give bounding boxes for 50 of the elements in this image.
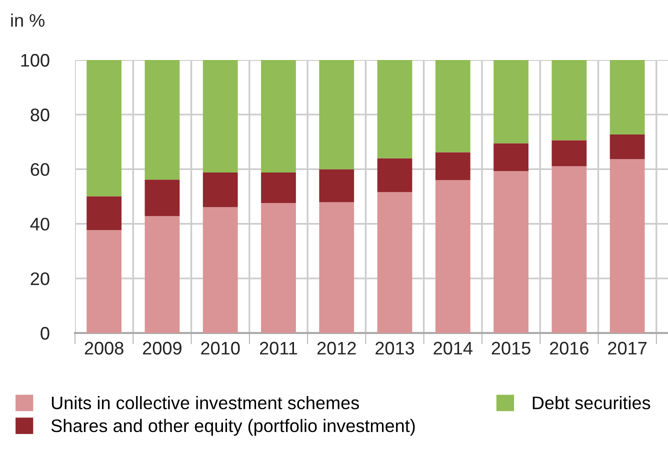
legend-label: Debt securities bbox=[532, 396, 650, 410]
x-tick-label: 2008 bbox=[84, 342, 124, 355]
y-tick-label: 100 bbox=[21, 54, 50, 67]
y-tick-label: 40 bbox=[30, 218, 50, 231]
bar bbox=[377, 192, 412, 333]
bar bbox=[86, 230, 122, 333]
bar bbox=[610, 159, 645, 333]
x-tick-label: 2016 bbox=[550, 342, 588, 355]
bar bbox=[552, 60, 587, 140]
bar bbox=[261, 172, 296, 204]
bar bbox=[494, 143, 528, 172]
x-tick-label: 2014 bbox=[434, 342, 472, 355]
bar bbox=[144, 60, 180, 180]
bar bbox=[86, 60, 122, 196]
y-tick-label: 80 bbox=[30, 108, 50, 122]
bar bbox=[261, 203, 296, 333]
bar bbox=[610, 134, 645, 160]
bar bbox=[144, 180, 180, 216]
bar bbox=[552, 140, 587, 166]
bar bbox=[435, 60, 470, 152]
bar bbox=[319, 169, 354, 202]
x-tick-label: 2010 bbox=[201, 342, 240, 355]
bar bbox=[261, 60, 296, 172]
bar bbox=[435, 180, 470, 333]
bar bbox=[202, 60, 238, 172]
bar bbox=[377, 60, 412, 158]
legend-label: Units in collective investment schemes bbox=[52, 396, 359, 410]
x-tick-label: 2012 bbox=[317, 342, 356, 355]
y-axis-title: in % bbox=[11, 14, 44, 27]
x-tick-label: 2015 bbox=[492, 342, 530, 355]
bar bbox=[552, 166, 587, 333]
bar bbox=[86, 196, 122, 230]
bar bbox=[319, 60, 354, 170]
bar bbox=[377, 158, 412, 192]
bar bbox=[610, 60, 645, 135]
legend-label: Shares and other equity (portfolio investment) bbox=[51, 418, 415, 436]
bar bbox=[319, 202, 354, 333]
bar bbox=[435, 152, 470, 180]
x-tick-label: 2013 bbox=[376, 342, 414, 355]
y-tick-label: 60 bbox=[30, 163, 50, 176]
bar bbox=[144, 216, 180, 333]
x-tick-label: 2011 bbox=[260, 342, 298, 355]
x-tick-label: 2017 bbox=[608, 342, 646, 355]
bar bbox=[494, 171, 528, 333]
y-tick-label: 20 bbox=[30, 272, 50, 286]
bar bbox=[202, 207, 238, 333]
bar bbox=[494, 60, 528, 144]
y-tick-label: 0 bbox=[40, 326, 50, 340]
x-tick-label: 2009 bbox=[143, 342, 182, 355]
bar bbox=[202, 172, 238, 208]
